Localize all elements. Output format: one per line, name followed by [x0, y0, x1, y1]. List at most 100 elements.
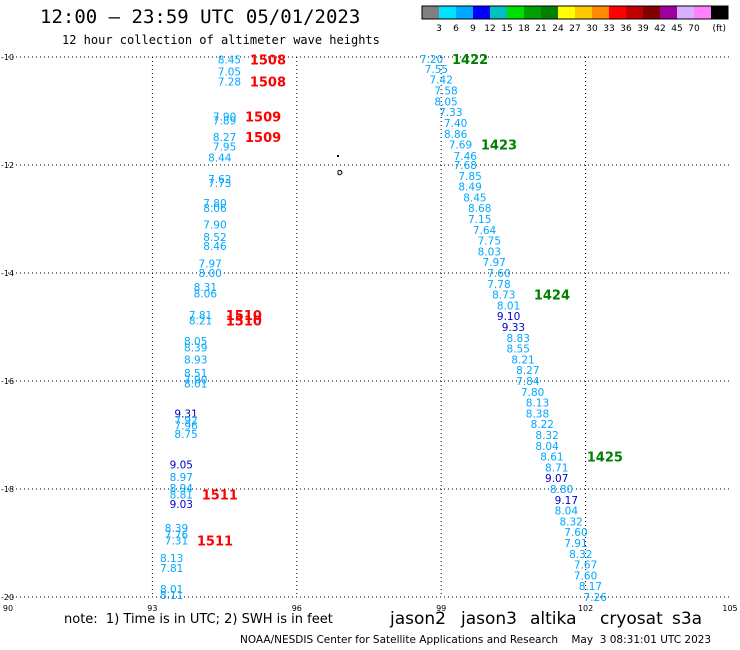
map-title: 12:00 — 23:59 UTC 05/01/2023 [40, 6, 361, 28]
wave-height-value: 8.86 [444, 129, 468, 141]
wave-height-value: 8.13 [526, 398, 549, 410]
wave-height-value: 7.60 [574, 570, 597, 582]
wave-height-value: 8.06 [203, 203, 227, 215]
color-scale-label: 24 [552, 24, 564, 34]
wave-height-value: 7.20 [420, 54, 443, 66]
wave-height-value: 7.60 [487, 268, 510, 280]
pass-time-label: 1425 [587, 451, 623, 466]
wave-height-value: 8.94 [170, 483, 194, 495]
color-scale-label: 27 [569, 24, 580, 34]
wave-height-value: 8.05 [184, 336, 207, 348]
wave-height-value: 8.61 [540, 452, 563, 464]
color-swatch [422, 6, 439, 19]
wave-height-value: 9.10 [497, 311, 520, 323]
wave-height-value: 7.84 [516, 376, 540, 388]
wave-height-value: 7.90 [203, 219, 226, 231]
color-swatch [456, 6, 473, 19]
color-swatch [592, 6, 609, 19]
wave-height-value: 7.97 [198, 258, 221, 270]
color-swatch [711, 6, 728, 19]
west-track-values: 8.457.057.287.907.898.277.958.447.627.73… [160, 55, 241, 602]
color-bar-border [421, 5, 729, 20]
legend-cryosat: cryosat [600, 609, 663, 629]
pass-time-label: 1423 [481, 138, 517, 153]
wave-height-value: 8.17 [579, 581, 602, 593]
wave-height-value: 7.78 [487, 279, 510, 291]
wave-height-value: 7.95 [213, 142, 236, 154]
wave-height-value: 7.89 [213, 116, 236, 128]
color-scale-label: 30 [586, 24, 598, 34]
wave-height-value: 8.31 [194, 282, 217, 294]
color-scale-label: 3 [436, 24, 442, 34]
x-tick-label: 105 [722, 604, 737, 613]
color-swatch [541, 6, 558, 19]
y-tick-label: -20 [1, 593, 14, 602]
pass-time-label: 1509 [245, 131, 281, 146]
wave-height-value: 8.81 [170, 489, 193, 501]
wave-height-value: 8.39 [184, 343, 207, 355]
wave-height-value: 8.71 [545, 462, 568, 474]
legend-jason3: jason3 [461, 609, 517, 629]
wave-height-value: 7.69 [449, 139, 472, 151]
wave-height-value: 8.68 [468, 203, 491, 215]
credit-line: NOAA/NESDIS Center for Satellite Applica… [240, 634, 712, 646]
color-swatch [626, 6, 643, 19]
wave-height-value: 9.03 [170, 499, 193, 511]
color-scale-unit: (ft) [712, 24, 726, 34]
wave-height-value: 7.64 [473, 225, 497, 237]
legend-jason2: jason2 [390, 609, 446, 629]
color-swatch [643, 6, 660, 19]
color-swatch [677, 6, 694, 19]
wave-height-value: 7.81 [160, 563, 183, 575]
wave-height-value: 9.07 [545, 473, 568, 485]
wave-height-value: 8.93 [184, 354, 207, 366]
pass-time-label: 1508 [250, 54, 286, 69]
wave-height-value: 7.90 [213, 111, 236, 123]
wave-height-value: 8.22 [531, 419, 554, 431]
wave-height-value: 8.80 [550, 484, 573, 496]
lat-lon-grid [8, 56, 730, 598]
color-scale-label: 18 [518, 24, 530, 34]
color-scale-label: 36 [620, 24, 632, 34]
color-scale-label: 21 [535, 24, 546, 34]
wave-height-value: 7.76 [165, 529, 189, 541]
color-swatch [660, 6, 677, 19]
color-swatch [524, 6, 541, 19]
wave-height-value: 7.90 [184, 374, 207, 386]
wave-height-value: 7.80 [203, 198, 226, 210]
wave-height-value: 8.44 [208, 152, 232, 164]
wave-height-value: 7.75 [478, 236, 501, 248]
pass-time-label: 1511 [197, 534, 233, 549]
wave-height-value: 7.42 [430, 75, 453, 87]
wave-height-value: 8.00 [198, 268, 221, 280]
wave-height-value: 8.49 [458, 182, 481, 194]
wave-height-value: 8.32 [535, 430, 558, 442]
axis-tick-labels: 90 93 96 99 102 105 -10 -12 -14 -16 -18 -20 [1, 53, 738, 613]
x-tick-label: 102 [578, 604, 593, 613]
wave-height-value: 8.97 [170, 472, 193, 484]
wave-height-value: 7.62 [208, 174, 231, 186]
wave-height-value: 8.45 [218, 55, 241, 67]
wave-height-value: 7.68 [454, 160, 477, 172]
wave-height-value: 7.15 [468, 214, 491, 226]
pass-time-label: 1511 [202, 488, 238, 503]
wave-height-value: 8.01 [497, 300, 520, 312]
wave-height-value: 8.04 [555, 506, 579, 518]
wave-height-value: 7.80 [521, 387, 544, 399]
map-subtitle: 12 hour collection of altimeter wave hei… [62, 33, 380, 47]
wave-height-value: 8.83 [507, 333, 530, 345]
wave-height-value: 7.31 [165, 535, 188, 547]
wave-height-value: 7.85 [458, 171, 481, 183]
color-scale-label: 33 [603, 24, 614, 34]
wave-height-value: 7.81 [189, 310, 212, 322]
color-swatch [558, 6, 575, 19]
color-scale-label: 70 [688, 24, 700, 34]
wave-height-value: 8.21 [511, 354, 534, 366]
island-outline [337, 169, 343, 176]
x-tick-label: 99 [436, 604, 446, 613]
color-swatch [575, 6, 592, 19]
pass-time-label: 1422 [452, 53, 488, 68]
wave-height-value: 8.75 [174, 429, 197, 441]
